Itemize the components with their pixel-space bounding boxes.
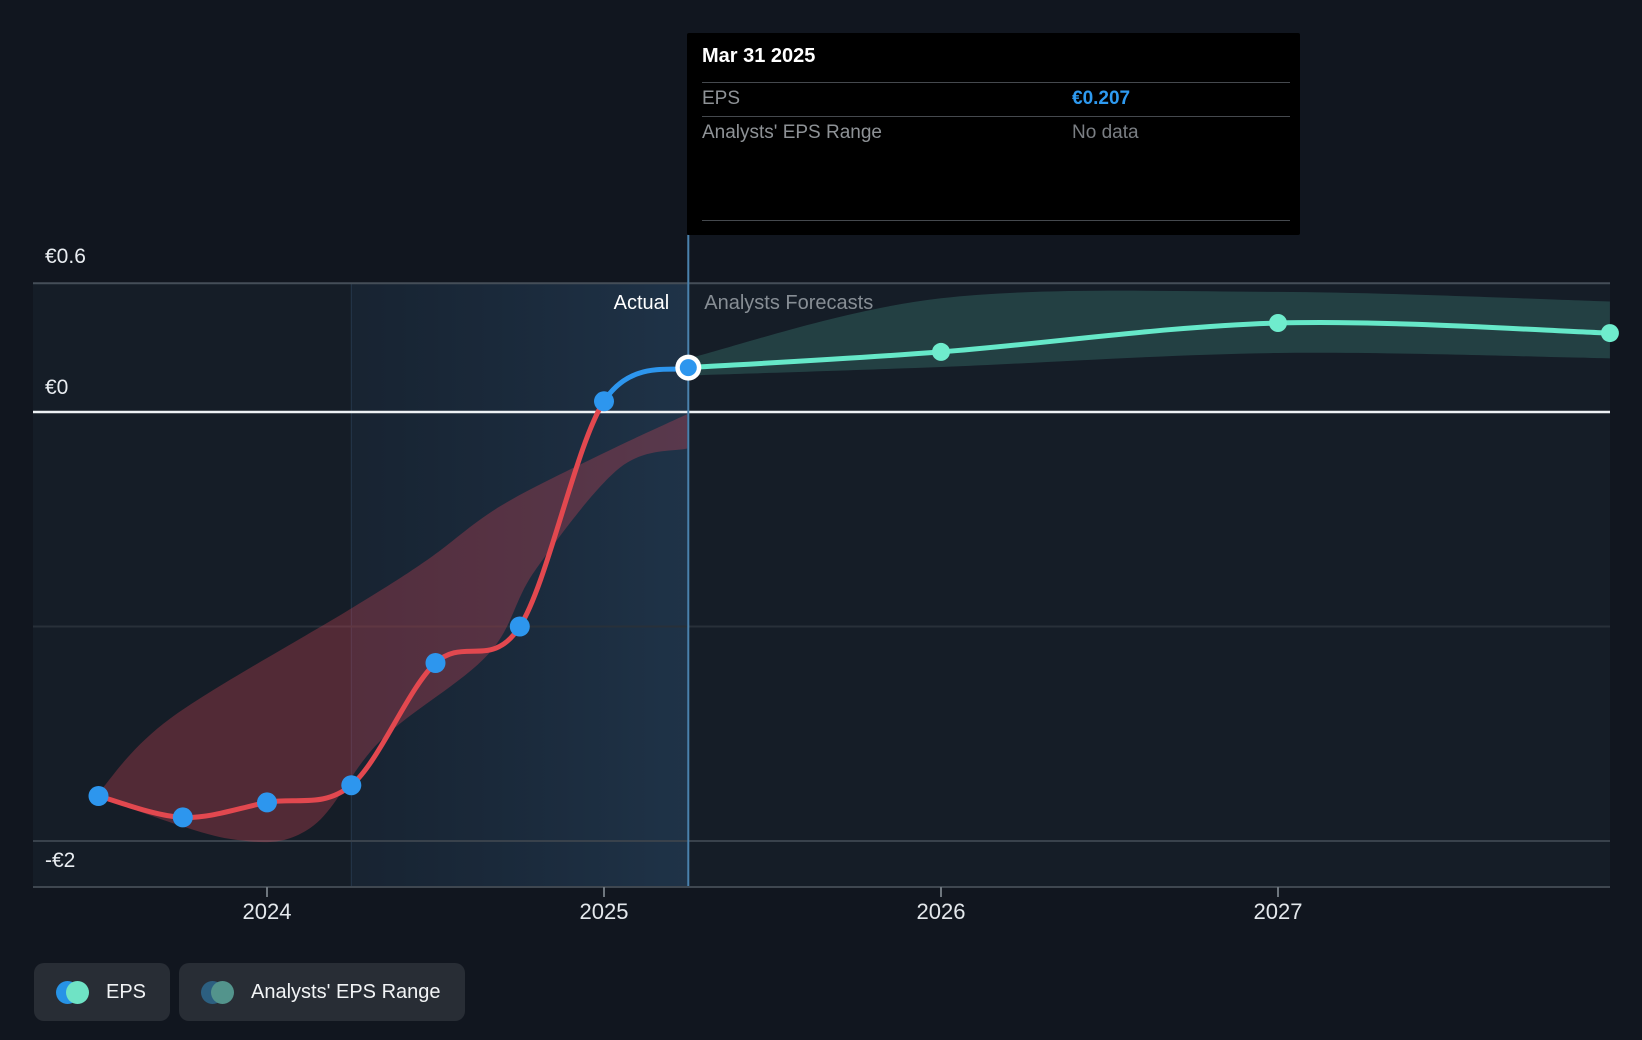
tooltip-divider xyxy=(702,82,1290,83)
tooltip-divider xyxy=(702,220,1290,221)
tooltip-eps-label: EPS xyxy=(702,88,741,109)
legend-item-eps-range[interactable]: Analysts' EPS Range xyxy=(179,963,465,1021)
x-axis-label-2025: 2025 xyxy=(579,899,629,924)
tooltip-row-eps-range: Analysts' EPS Range No data xyxy=(702,121,1290,145)
y-axis-label: -€2 xyxy=(45,849,76,872)
y-axis-label: €0 xyxy=(45,376,69,399)
eps-series-icon xyxy=(56,980,89,1004)
muted-teal-dot-icon xyxy=(211,980,235,1004)
actual-section-label: Actual xyxy=(613,292,670,314)
legend-item-eps[interactable]: EPS xyxy=(34,963,171,1021)
teal-dot-icon xyxy=(66,980,89,1004)
x-axis-label-2026: 2026 xyxy=(916,899,966,924)
legend: EPS Analysts' EPS Range xyxy=(34,963,465,1021)
legend-eps-label: EPS xyxy=(106,980,147,1003)
eps-range-series-icon xyxy=(201,980,235,1004)
x-axis-label-2027: 2027 xyxy=(1253,899,1303,924)
chart-tooltip: Mar 31 2025 EPS €0.207 Analysts' EPS Ran… xyxy=(687,33,1300,235)
tooltip-eps-range-label: Analysts' EPS Range xyxy=(702,122,882,143)
tooltip-eps-range-value: No data xyxy=(1072,122,1139,143)
y-axis-label: €0.6 xyxy=(45,245,86,269)
tooltip-eps-value: €0.207 xyxy=(1072,88,1131,109)
tooltip-row-eps: EPS €0.207 xyxy=(702,87,1290,111)
tooltip-date: Mar 31 2025 xyxy=(702,45,816,67)
legend-eps-range-label: Analysts' EPS Range xyxy=(251,980,441,1003)
forecast-section-label: Analysts Forecasts xyxy=(704,292,874,314)
x-axis-label-2024: 2024 xyxy=(242,899,292,924)
tooltip-divider xyxy=(702,116,1290,117)
